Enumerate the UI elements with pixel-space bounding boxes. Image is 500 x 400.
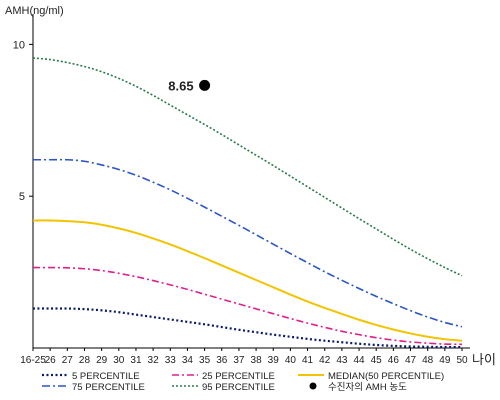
legend-label: 95 PERCENTILE bbox=[202, 382, 275, 393]
legend: 5 PERCENTILE 25 PERCENTILE MEDIAN(50 PERCE… bbox=[42, 371, 444, 393]
x-tick-label: 46 bbox=[388, 355, 400, 366]
series-line-median-50-percentile bbox=[32, 219, 463, 342]
x-tick-label: 50 bbox=[456, 355, 468, 366]
legend-label: 25 PERCENTILE bbox=[202, 371, 275, 382]
x-tick-label: 39 bbox=[268, 355, 280, 366]
x-tick-label: 38 bbox=[251, 355, 263, 366]
x-tick-label: 37 bbox=[233, 355, 245, 366]
patient-amh-point bbox=[199, 79, 211, 91]
x-tick-label: 30 bbox=[113, 355, 125, 366]
series-line-95-percentile bbox=[32, 57, 463, 277]
x-tick-label: 44 bbox=[353, 355, 365, 366]
x-tick-label: 28 bbox=[79, 355, 91, 366]
x-tick-label: 40 bbox=[285, 355, 297, 366]
y-axis-title: AMH(ng/ml) bbox=[5, 5, 64, 17]
x-tick-label: 36 bbox=[216, 355, 228, 366]
x-tick-label: 31 bbox=[130, 355, 142, 366]
x-tick-label: 32 bbox=[148, 355, 160, 366]
marker-group: 8.65 bbox=[168, 78, 211, 93]
x-tick-label: 48 bbox=[422, 355, 434, 366]
series-line-5-percentile bbox=[33, 307, 463, 349]
x-tick-label: 42 bbox=[319, 355, 331, 366]
patient-amh-label: 8.65 bbox=[168, 78, 193, 93]
x-tick-label: 47 bbox=[405, 355, 417, 366]
x-tick-label: 43 bbox=[336, 355, 348, 366]
x-axis-title: 나이 bbox=[472, 352, 496, 367]
legend-label: 수진자의 AMH 농도 bbox=[328, 382, 407, 393]
legend-label: 5 PERCENTILE bbox=[72, 371, 140, 382]
legend-point-swatch bbox=[309, 382, 317, 390]
x-tick-label: 34 bbox=[182, 355, 194, 366]
x-tick-label: 33 bbox=[165, 355, 177, 366]
series-line-25-percentile bbox=[32, 266, 463, 346]
x-tick-label: 26 bbox=[45, 355, 57, 366]
axes: AMH(ng/ml) 나이 bbox=[5, 5, 496, 367]
x-tick-label: 29 bbox=[96, 355, 108, 366]
y-tick-label: 10 bbox=[13, 39, 25, 51]
y-tick-label: 5 bbox=[19, 191, 25, 203]
legend-label: MEDIAN(50 PERCENTILE) bbox=[328, 371, 444, 382]
x-tick-label: 16-25 bbox=[20, 355, 46, 366]
series-lines bbox=[32, 57, 463, 349]
x-tick-label: 35 bbox=[199, 355, 211, 366]
x-tick-label: 45 bbox=[371, 355, 383, 366]
legend-label: 75 PERCENTILE bbox=[72, 382, 145, 393]
y-ticks: 5 10 bbox=[13, 39, 33, 203]
x-tick-label: 41 bbox=[302, 355, 314, 366]
series-line-75-percentile bbox=[32, 158, 463, 328]
x-tick-label: 27 bbox=[62, 355, 74, 366]
x-tick-label: 49 bbox=[439, 355, 451, 366]
